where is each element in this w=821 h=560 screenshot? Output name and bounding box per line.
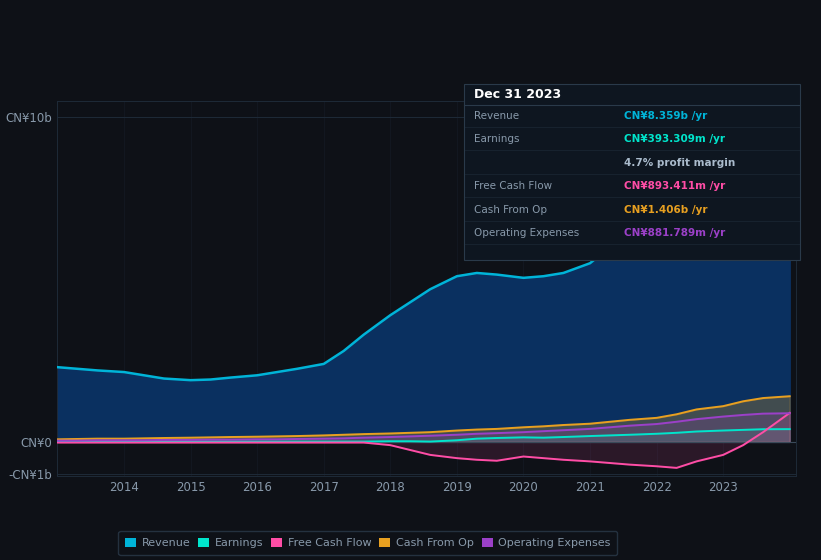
Text: CN¥893.411m /yr: CN¥893.411m /yr — [624, 181, 725, 192]
Text: Revenue: Revenue — [474, 111, 519, 121]
Text: Operating Expenses: Operating Expenses — [474, 228, 579, 239]
Text: Free Cash Flow: Free Cash Flow — [474, 181, 552, 192]
Text: Cash From Op: Cash From Op — [474, 205, 547, 215]
Text: CN¥393.309m /yr: CN¥393.309m /yr — [624, 134, 725, 144]
Legend: Revenue, Earnings, Free Cash Flow, Cash From Op, Operating Expenses: Revenue, Earnings, Free Cash Flow, Cash … — [118, 531, 617, 555]
Text: Earnings: Earnings — [474, 134, 519, 144]
Text: 4.7% profit margin: 4.7% profit margin — [624, 158, 736, 168]
Text: CN¥881.789m /yr: CN¥881.789m /yr — [624, 228, 725, 239]
Text: Dec 31 2023: Dec 31 2023 — [474, 88, 561, 101]
Text: CN¥1.406b /yr: CN¥1.406b /yr — [624, 205, 708, 215]
Text: CN¥8.359b /yr: CN¥8.359b /yr — [624, 111, 707, 121]
